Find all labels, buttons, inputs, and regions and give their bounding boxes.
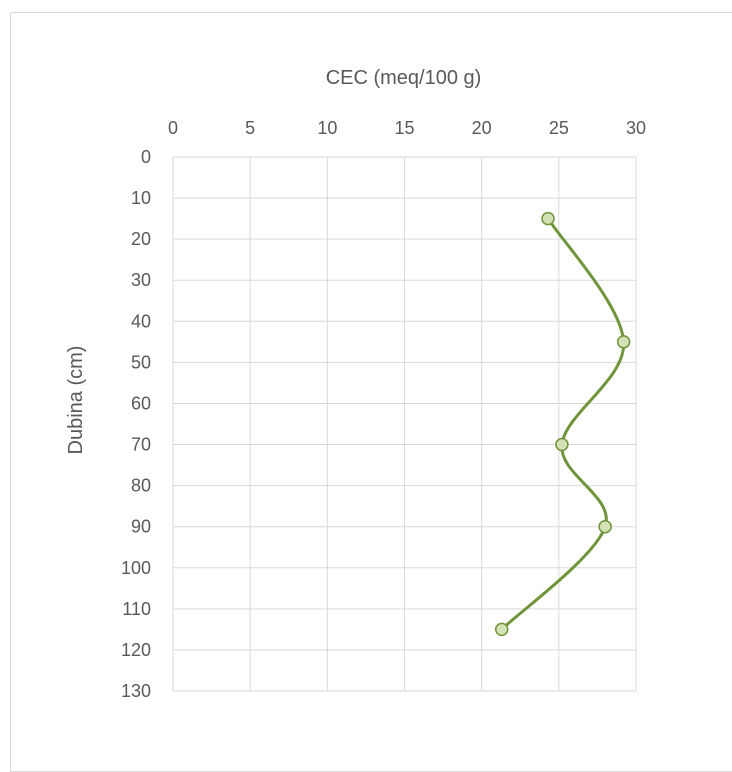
chart-frame — [10, 12, 732, 772]
grid-lines — [172, 156, 637, 692]
x-tick-labels: 0 5 10 15 20 25 30 — [168, 118, 646, 138]
y-tick-label: 50 — [131, 352, 151, 372]
x-tick-label: 30 — [626, 118, 646, 138]
data-point — [541, 211, 555, 226]
y-tick-label: 70 — [131, 435, 151, 455]
cec-depth-chart: 0 5 10 15 20 25 30 0 10 20 30 40 50 60 70 80 90 100 110 12… — [65, 67, 646, 701]
y-tick-label: 120 — [121, 640, 151, 660]
y-tick-label: 130 — [121, 681, 151, 701]
x-tick-label: 5 — [245, 118, 255, 138]
y-tick-label: 90 — [131, 517, 151, 537]
data-point — [598, 519, 612, 534]
x-tick-label: 20 — [472, 118, 492, 138]
x-tick-label: 0 — [168, 118, 178, 138]
x-tick-label: 15 — [394, 118, 414, 138]
y-axis-title: Dubina (cm) — [65, 346, 87, 455]
data-point — [494, 622, 509, 637]
x-tick-label: 10 — [317, 118, 337, 138]
y-tick-label: 60 — [131, 393, 151, 413]
x-tick-label: 25 — [549, 118, 569, 138]
y-tick-label: 0 — [141, 147, 151, 167]
y-tick-label: 20 — [131, 229, 151, 249]
data-point — [555, 437, 569, 452]
y-tick-label: 40 — [131, 311, 151, 331]
y-tick-label: 110 — [122, 599, 151, 619]
series-layer — [494, 211, 631, 637]
y-tick-labels: 0 10 20 30 40 50 60 70 80 90 100 110 120 130 — [121, 147, 151, 701]
x-axis-title: CEC (meq/100 g) — [326, 67, 482, 89]
data-point — [616, 335, 631, 349]
y-tick-label: 30 — [131, 270, 151, 290]
y-tick-label: 100 — [121, 558, 151, 578]
y-tick-label: 10 — [131, 188, 151, 208]
y-tick-label: 80 — [131, 476, 151, 496]
